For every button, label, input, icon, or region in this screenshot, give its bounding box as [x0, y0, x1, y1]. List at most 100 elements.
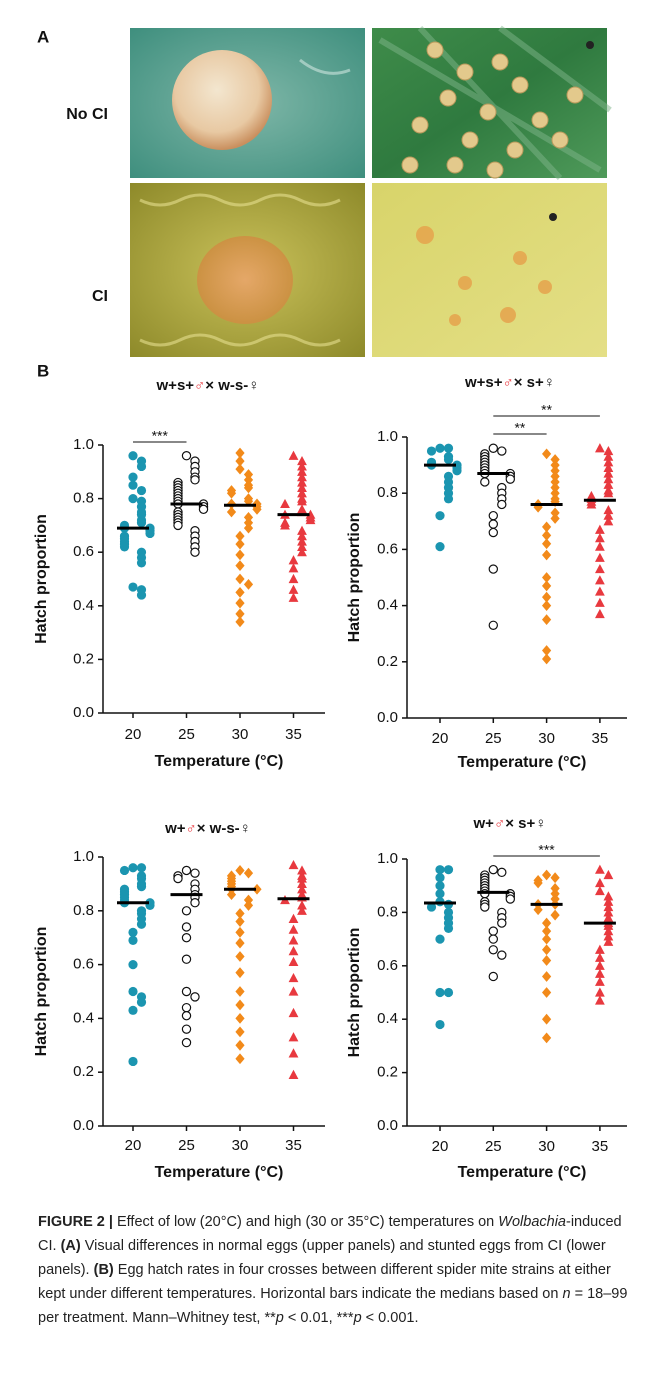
chart: w+s+♂× s+♀ 0.0 0.2 0.4 0.6 0.8 1.0 Hatch propor… — [346, 374, 627, 771]
point — [305, 514, 316, 525]
point — [297, 878, 307, 888]
point — [505, 894, 515, 904]
point — [198, 504, 209, 515]
point — [235, 908, 245, 919]
point — [181, 1024, 192, 1034]
point — [288, 946, 299, 956]
point — [550, 496, 560, 508]
point — [533, 877, 543, 889]
title-part: ♂ — [494, 815, 505, 832]
point — [136, 485, 147, 496]
significance-label: *** — [538, 842, 555, 858]
panel-label: B — [37, 361, 49, 380]
caption-text: Wolbachia — [498, 1214, 566, 1230]
caption-text: < 0.01, *** — [283, 1310, 354, 1326]
point — [181, 865, 192, 876]
point — [280, 498, 290, 509]
point — [235, 926, 245, 938]
point — [288, 935, 299, 945]
point — [235, 967, 245, 979]
point — [235, 865, 245, 876]
caption-text: Visual differences in normal eggs (upper… — [38, 1238, 606, 1278]
point — [136, 518, 147, 528]
point — [235, 549, 245, 561]
point — [443, 443, 454, 453]
point — [252, 883, 262, 895]
point — [280, 520, 290, 530]
point — [542, 653, 552, 665]
point — [235, 597, 245, 609]
point — [452, 466, 462, 476]
point — [297, 873, 307, 883]
y-tick-label: 0.8 — [377, 484, 398, 501]
title-part: ♂ — [186, 820, 197, 837]
point — [542, 869, 552, 881]
point — [435, 511, 445, 521]
point — [542, 987, 552, 998]
point — [497, 499, 507, 510]
point — [542, 521, 552, 533]
point — [181, 954, 192, 964]
point — [190, 992, 200, 1002]
point — [288, 573, 299, 584]
chart-title: w+s+♂× w-s-♀ — [156, 377, 260, 394]
point — [288, 924, 299, 934]
point — [488, 443, 498, 453]
y-axis-label: Hatch proportion — [346, 513, 363, 643]
point — [542, 917, 552, 929]
point — [128, 986, 138, 997]
point — [288, 592, 299, 602]
point — [235, 986, 245, 997]
point — [297, 531, 307, 541]
point — [190, 475, 200, 485]
point — [488, 971, 498, 982]
point — [235, 538, 245, 550]
y-axis-label: Hatch proportion — [33, 514, 50, 644]
point — [181, 986, 192, 997]
point — [550, 470, 560, 482]
title-part: w+ — [473, 815, 495, 832]
point — [288, 555, 299, 565]
point — [243, 900, 254, 911]
point — [435, 1019, 445, 1030]
point — [235, 463, 245, 475]
point — [181, 922, 192, 932]
y-tick-label: 0.0 — [73, 704, 94, 721]
point — [297, 536, 307, 546]
point — [595, 995, 605, 1005]
y-tick-label: 0.2 — [377, 1064, 398, 1081]
chart-title: w+s+♂× s+♀ — [464, 374, 555, 391]
point — [136, 881, 147, 892]
point — [603, 462, 614, 473]
point — [297, 477, 307, 487]
point — [173, 873, 183, 884]
x-tick-label: 20 — [125, 1137, 142, 1154]
point — [288, 956, 299, 967]
point — [603, 869, 614, 880]
point — [603, 901, 614, 912]
x-tick-label: 35 — [285, 726, 302, 743]
x-tick-label: 20 — [432, 1138, 449, 1155]
x-axis-label: Temperature (°C) — [458, 1164, 587, 1181]
significance-label: ** — [541, 402, 552, 418]
point — [136, 919, 147, 929]
point — [505, 474, 515, 484]
chart-title: w+♂× s+♀ — [473, 815, 547, 832]
point — [488, 527, 498, 538]
point — [243, 867, 254, 879]
x-tick-label: 25 — [485, 1138, 502, 1155]
title-part: ♂ — [503, 374, 514, 391]
point — [235, 560, 245, 571]
y-tick-label: 0.6 — [377, 540, 398, 557]
point — [235, 587, 245, 598]
point — [550, 476, 560, 488]
point — [145, 528, 155, 539]
point — [235, 916, 245, 927]
x-tick-label: 30 — [232, 726, 249, 743]
y-tick-label: 0.8 — [73, 902, 94, 919]
point — [288, 913, 299, 923]
point — [595, 968, 605, 978]
point — [297, 455, 307, 466]
point — [235, 1053, 245, 1065]
point — [497, 867, 507, 878]
